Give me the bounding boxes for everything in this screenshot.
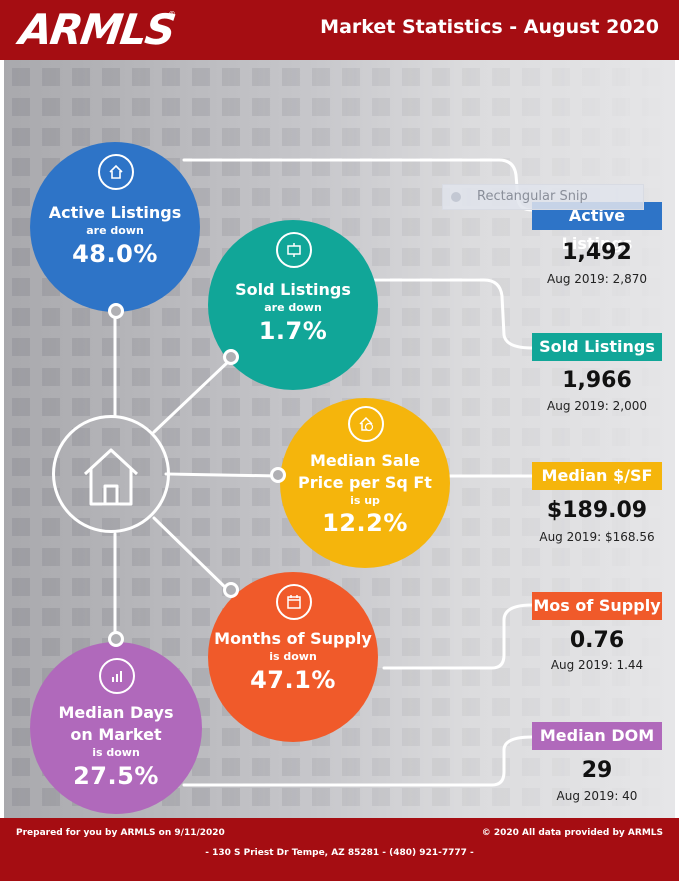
price-stat-label: Median $/SF	[532, 462, 662, 490]
supply-stat-value: 0.76	[569, 628, 625, 653]
sold-direction: are down	[264, 301, 322, 314]
active-stat-prior: Aug 2019: 2,870	[547, 272, 647, 286]
months-supply-circle: Months of Supply is down 47.1%	[208, 572, 378, 742]
snip-icon	[451, 192, 461, 202]
house-icon	[98, 154, 134, 190]
price-stat-value: $189.09	[546, 498, 648, 523]
active-percent: 48.0%	[72, 240, 158, 268]
house-outline-icon	[83, 448, 139, 506]
supply-connector	[382, 603, 534, 670]
dom-connector	[182, 735, 534, 787]
price-stat-prior: Aug 2019: $168.56	[539, 530, 655, 544]
connector-dot	[108, 631, 124, 647]
connector-dot	[223, 582, 239, 598]
bar-chart-icon	[99, 658, 135, 694]
hub-circle	[52, 415, 170, 533]
supply-direction: is down	[269, 650, 317, 663]
dom-title-2: on Market	[70, 725, 162, 744]
active-title: Active Listings	[48, 203, 182, 222]
sold-percent: 1.7%	[258, 317, 328, 345]
sold-stat-prior: Aug 2019: 2,000	[547, 399, 647, 413]
hub-supply-line	[152, 516, 232, 594]
price-percent: 12.2%	[322, 509, 408, 537]
registered-mark: ®	[168, 10, 176, 19]
sold-sign-icon	[276, 232, 312, 268]
copyright-text: © 2020 All data provided by ARMLS	[481, 828, 663, 838]
hub-price-line	[164, 472, 281, 478]
hub-sold-line	[152, 358, 232, 434]
dom-title-1: Median Days	[58, 703, 174, 722]
dom-percent: 27.5%	[73, 762, 159, 790]
footer-bar: Prepared for you by ARMLS on 9/11/2020 ©…	[0, 818, 679, 881]
page-title: Market Statistics - August 2020	[320, 16, 659, 38]
dom-direction: is down	[92, 746, 140, 759]
connector-dot	[223, 349, 239, 365]
supply-title: Months of Supply	[214, 629, 372, 648]
dom-stat-prior: Aug 2019: 40	[556, 789, 638, 803]
dom-stat-label: Median DOM	[532, 722, 662, 750]
sold-connector	[372, 278, 534, 350]
supply-stat-prior: Aug 2019: 1.44	[550, 658, 644, 672]
median-price-circle: Median Sale Price per Sq Ft is up 12.2%	[280, 398, 450, 568]
sold-title: Sold Listings	[235, 280, 351, 299]
snip-label: Rectangular Snip	[477, 189, 588, 204]
price-title-1: Median Sale	[309, 451, 421, 470]
supply-percent: 47.1%	[250, 666, 336, 694]
rectangular-snip-overlay[interactable]: Rectangular Snip	[442, 184, 644, 210]
prepared-text: Prepared for you by ARMLS on 9/11/2020	[16, 828, 225, 838]
supply-stat-label: Mos of Supply	[532, 592, 662, 620]
active-stat-value: 1,492	[562, 240, 632, 265]
address-text: - 130 S Priest Dr Tempe, AZ 85281 - (480…	[205, 848, 474, 858]
dom-stat-value: 29	[581, 758, 613, 783]
active-direction: are down	[86, 224, 144, 237]
connector-dot	[108, 303, 124, 319]
price-house-icon	[348, 406, 384, 442]
sold-stat-label: Sold Listings	[532, 333, 662, 361]
header-bar: ARMLS ® Market Statistics - August 2020	[0, 0, 679, 60]
armls-logo: ARMLS	[16, 5, 178, 54]
median-dom-circle: Median Days on Market is down 27.5%	[30, 642, 202, 814]
price-title-2: Price per Sq Ft	[298, 473, 432, 492]
infographic-panel: Active Listings are down 48.0% Sold List…	[4, 60, 675, 818]
active-listings-circle: Active Listings are down 48.0%	[30, 142, 200, 312]
price-direction: is up	[350, 494, 380, 507]
sold-stat-value: 1,966	[562, 368, 632, 393]
connector-dot	[270, 467, 286, 483]
calendar-icon	[276, 584, 312, 620]
